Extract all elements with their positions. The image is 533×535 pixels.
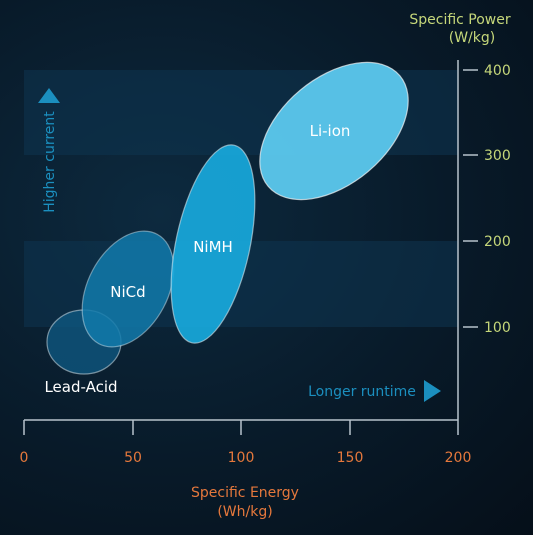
label-li-ion: Li-ion <box>310 122 351 140</box>
label-lead-acid: Lead-Acid <box>44 378 117 396</box>
up-arrow-icon <box>38 88 60 103</box>
label-nicd: NiCd <box>110 283 145 301</box>
x-tick-label-100: 100 <box>228 450 255 466</box>
longer-runtime-label: Longer runtime <box>308 384 416 400</box>
x-axis-title-line1: Specific Energy <box>191 485 299 501</box>
x-axis-title-line2: (Wh/kg) <box>217 504 272 520</box>
x-tick-label-0: 0 <box>20 450 29 466</box>
y-tick-label-300: 300 <box>484 148 511 164</box>
ellipse-nimh <box>170 144 256 344</box>
label-nimh: NiMH <box>193 238 233 256</box>
x-tick-label-50: 50 <box>124 450 142 466</box>
higher-current-label: Higher current <box>42 111 58 213</box>
y-tick-label-200: 200 <box>484 234 511 250</box>
y-tick-label-100: 100 <box>484 320 511 336</box>
x-tick-label-200: 200 <box>445 450 472 466</box>
y-axis-title-line1: Specific Power <box>409 12 511 28</box>
y-axis-title-line2: (W/kg) <box>449 30 495 46</box>
ellipse-li-ion <box>259 61 409 201</box>
x-tick-label-150: 150 <box>337 450 364 466</box>
y-tick-label-400: 400 <box>484 63 511 79</box>
right-arrow-icon <box>424 380 441 402</box>
ellipse-nicd <box>81 230 175 348</box>
